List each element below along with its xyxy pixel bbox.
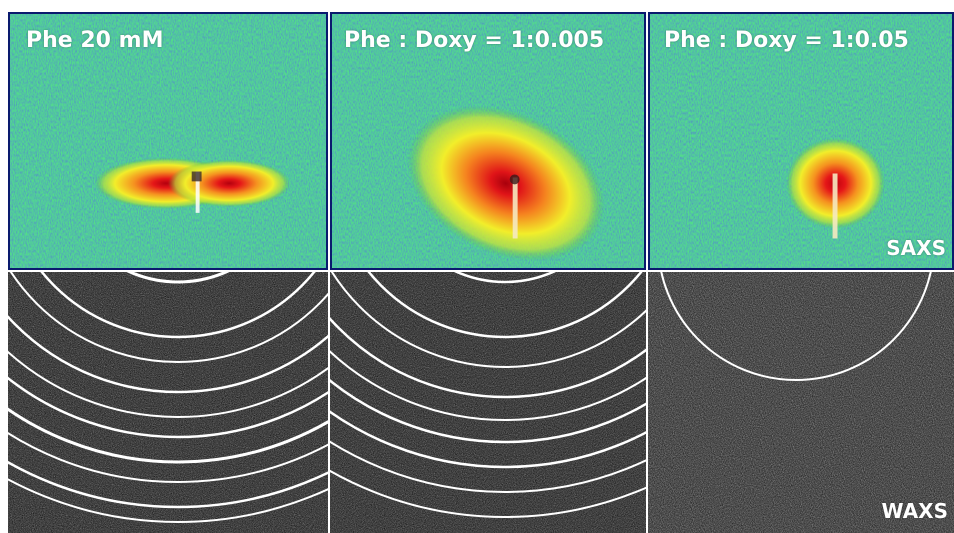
sample-label-doxy-005: Phe : Doxy = 1:0.05 — [664, 28, 909, 53]
beamstop — [832, 173, 838, 239]
saxs-label: SAXS — [886, 236, 946, 260]
diffraction-rings — [8, 272, 328, 523]
waxs-image-doxy-005 — [648, 272, 954, 533]
scattering-halo — [407, 105, 605, 262]
diffraction-rings — [330, 272, 646, 518]
saxs-panel-doxy-005: Phe : Doxy = 1:0.05 SAXS — [648, 12, 954, 270]
saxs-panel-phe: Phe 20 mM — [8, 12, 328, 270]
waxs-panel-doxy-0005 — [330, 272, 646, 533]
saxs-image-doxy-0005 — [332, 14, 644, 268]
beamstop — [195, 171, 200, 213]
sample-label-phe: Phe 20 mM — [26, 28, 164, 53]
sample-label-doxy-0005: Phe : Doxy = 1:0.005 — [344, 28, 605, 53]
saxs-image-doxy-005 — [650, 14, 952, 268]
waxs-panel-phe — [8, 272, 328, 533]
waxs-panel-doxy-005: WAXS — [648, 272, 954, 533]
diffraction-rings — [660, 272, 932, 381]
waxs-image-phe — [8, 272, 328, 533]
waxs-image-doxy-0005 — [330, 272, 646, 533]
saxs-image-phe — [10, 14, 326, 268]
saxs-panel-doxy-0005: Phe : Doxy = 1:0.005 — [330, 12, 646, 270]
beamstop — [512, 177, 518, 239]
waxs-label: WAXS — [881, 499, 948, 523]
scattering-lobe — [168, 159, 291, 207]
